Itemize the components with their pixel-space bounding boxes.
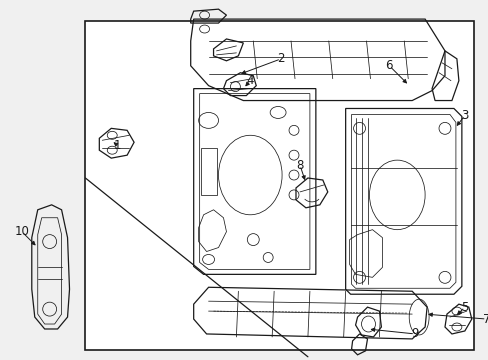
Text: 6: 6 <box>385 59 392 72</box>
Text: 4: 4 <box>246 74 254 87</box>
Text: 8: 8 <box>296 159 303 172</box>
Text: 2: 2 <box>277 52 284 65</box>
Text: 3: 3 <box>460 109 468 122</box>
Bar <box>85 21 472 350</box>
Text: 10: 10 <box>14 225 29 238</box>
Text: 9: 9 <box>410 328 418 341</box>
Text: 7: 7 <box>482 312 488 325</box>
Text: 1: 1 <box>113 139 121 152</box>
Text: 5: 5 <box>460 301 468 314</box>
